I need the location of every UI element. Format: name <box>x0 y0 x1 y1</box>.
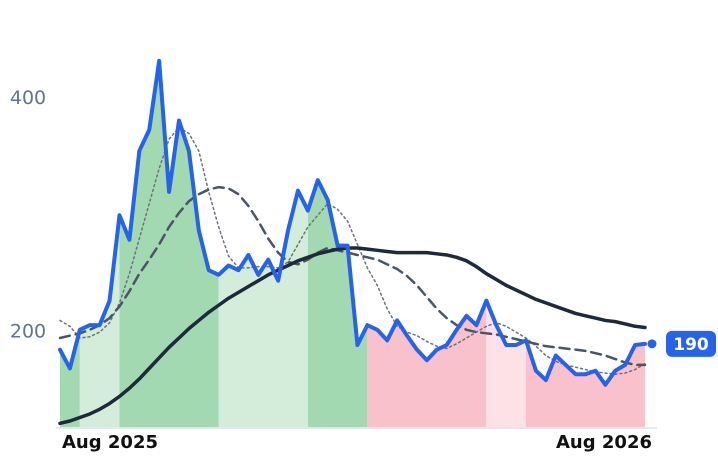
value-badge-label: 190 <box>673 335 709 355</box>
x-tick-label: Aug 2025 <box>62 432 158 453</box>
series-line <box>59 126 646 375</box>
last-point <box>647 339 657 349</box>
y-tick-label: 400 <box>10 87 46 109</box>
band-area <box>119 60 219 429</box>
y-tick-label: 200 <box>10 321 46 343</box>
band-area <box>486 300 527 428</box>
series-line <box>58 58 647 387</box>
series-line <box>58 246 647 426</box>
x-tick-label: Aug 2026 <box>556 432 652 453</box>
band-area <box>307 180 368 428</box>
value-badge <box>666 330 716 357</box>
band-area <box>218 190 308 428</box>
band-area <box>526 340 645 428</box>
series-line <box>58 185 647 367</box>
band-area <box>79 215 120 428</box>
